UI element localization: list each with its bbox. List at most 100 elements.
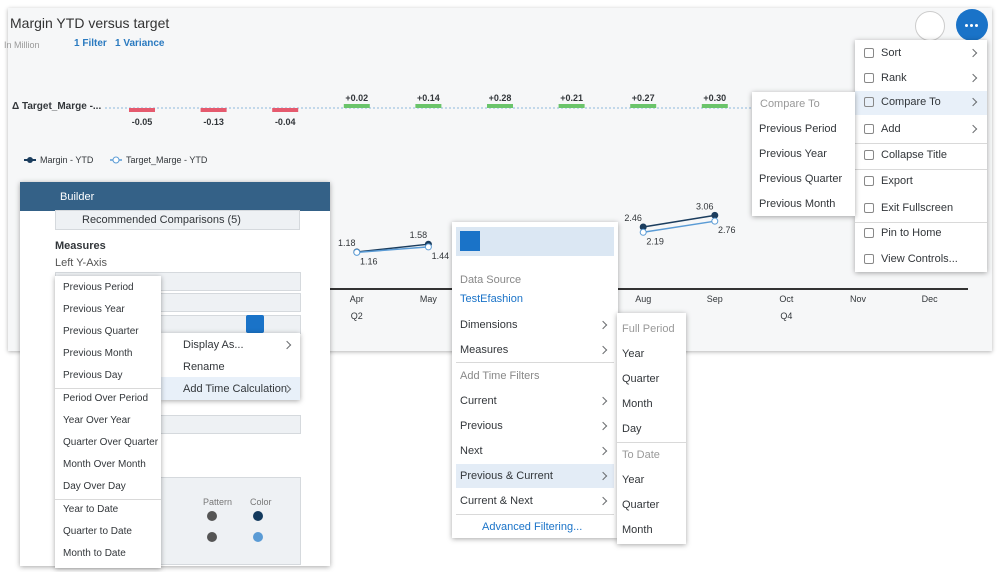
more-menu: Sort Rank Compare To Add Collapse Title Expor… (855, 40, 987, 272)
menu-item[interactable]: Previous Month (63, 348, 133, 359)
series-line (643, 214, 715, 228)
separator (456, 362, 614, 363)
swatch[interactable] (207, 532, 217, 542)
menu-item[interactable]: Day Over Day (63, 481, 126, 492)
menu-item[interactable]: Previous Quarter (759, 173, 843, 185)
menu-header: Full Period (622, 323, 675, 335)
menu-item[interactable]: Next (460, 445, 483, 457)
filter-link[interactable]: 1 Filter (74, 38, 107, 49)
data-source[interactable]: TestEfashion (460, 293, 523, 305)
measure-menu: Display As... Rename Add Time Calculation (160, 333, 300, 400)
menu-item[interactable]: Quarter Over Quarter (63, 437, 159, 448)
menu-item[interactable]: Display As... (183, 339, 244, 351)
menu-item[interactable]: Year (622, 348, 645, 360)
menu-item[interactable]: Period Over Period (63, 393, 149, 404)
advanced-link[interactable]: Advanced Filtering... (482, 521, 583, 533)
menu-item[interactable]: Previous Period (759, 123, 837, 135)
menu-item[interactable]: Year to Date (63, 504, 119, 515)
menu-item[interactable]: Measures (460, 344, 509, 356)
recommended[interactable]: Recommended Comparisons (5) (82, 214, 241, 226)
fullscreen-button[interactable] (915, 11, 945, 41)
variance-label: -0.05 (132, 117, 153, 127)
variance-bar (415, 104, 442, 108)
menu-icon (864, 254, 874, 264)
recommended-box[interactable] (55, 210, 300, 230)
swatch[interactable] (253, 532, 263, 542)
swatch[interactable] (253, 511, 263, 521)
menu-item[interactable]: View Controls... (881, 253, 958, 265)
point-label: 2.46 (624, 213, 642, 223)
menu-item[interactable]: Previous Quarter (63, 326, 139, 337)
point-label: 3.06 (696, 201, 714, 211)
menu-item[interactable]: Day (622, 423, 642, 435)
chevron (598, 496, 608, 506)
menu-item[interactable]: Previous Year (63, 304, 125, 315)
menu-header: Compare To (760, 98, 820, 110)
period-menu: Full Period Year Quarter Month Day To Date Yea… (617, 313, 686, 544)
menu-item[interactable]: Exit Fullscreen (881, 202, 954, 214)
quarter-label: Q4 (780, 311, 792, 321)
variance-label: +0.02 (345, 93, 368, 103)
time-calc-menu: Previous Period Previous Year Previous Qua… (55, 276, 161, 568)
separator (55, 499, 161, 500)
variance-bar (200, 108, 227, 112)
chevron (968, 124, 978, 134)
menu-item[interactable]: Quarter (622, 499, 660, 511)
variance-bar (701, 104, 728, 108)
point-label: 1.18 (338, 238, 356, 248)
menu-item[interactable]: Rename (183, 361, 225, 373)
menu-item[interactable]: Previous Period (63, 282, 134, 293)
point-label: 2.76 (718, 225, 736, 235)
separator (617, 442, 686, 443)
menu-item[interactable]: Sort (881, 47, 902, 59)
separator (55, 388, 161, 389)
menu-item[interactable]: Previous Day (63, 370, 123, 381)
separator (855, 143, 987, 144)
menu-item[interactable]: Previous (460, 420, 503, 432)
separator (456, 514, 614, 515)
series-point (424, 243, 432, 251)
chevron (968, 73, 978, 83)
more-field-button[interactable] (246, 315, 264, 333)
menu-item[interactable]: Add (881, 123, 901, 135)
menu-item[interactable]: Previous & Current (460, 470, 553, 482)
menu-icon (864, 228, 874, 238)
point-label: 1.58 (410, 230, 428, 240)
menu-item[interactable]: Quarter (622, 373, 660, 385)
menu-highlight (160, 377, 300, 400)
menu-item[interactable]: Collapse Title (881, 149, 948, 161)
x-tick-label: Dec (922, 294, 939, 304)
menu-item[interactable]: Year (622, 474, 645, 486)
menu-item[interactable]: Quarter to Date (63, 526, 132, 537)
menu-item[interactable]: Compare To (881, 96, 941, 108)
menu-item[interactable]: Export (881, 175, 913, 187)
menu-item[interactable]: Current (460, 395, 497, 407)
pattern-label: Pattern (203, 497, 233, 507)
more-button[interactable] (956, 9, 988, 41)
menu-item[interactable]: Current & Next (460, 495, 533, 507)
menu-item[interactable]: Rank (881, 72, 907, 84)
menu-item[interactable]: Year Over Year (63, 415, 131, 426)
menu-item[interactable]: Previous Year (759, 148, 827, 160)
variance-link[interactable]: 1 Variance (115, 38, 165, 49)
chevron (598, 345, 608, 355)
separator (855, 222, 987, 223)
menu-item[interactable]: Month Over Month (63, 459, 146, 470)
variance-bar (272, 108, 299, 112)
chart-title: Margin YTD versus target (10, 15, 170, 31)
variance-bar (558, 104, 585, 108)
color-label: Color (250, 497, 272, 507)
swatch[interactable] (207, 511, 217, 521)
menu-item[interactable]: Previous Month (759, 198, 836, 210)
menu-item[interactable]: Month to Date (63, 548, 126, 559)
menu-item[interactable]: Month (622, 398, 653, 410)
menu-item[interactable]: Add Time Calculation (183, 383, 287, 395)
variance-label: -0.04 (275, 117, 296, 127)
menu-item[interactable]: Dimensions (460, 319, 518, 331)
menu-header: To Date (622, 449, 660, 461)
filter-icon[interactable] (460, 231, 480, 251)
menu-item[interactable]: Month (622, 524, 653, 536)
menu-item[interactable]: Pin to Home (881, 227, 942, 239)
x-tick-label: May (420, 294, 438, 304)
variance-label: +0.14 (417, 93, 440, 103)
